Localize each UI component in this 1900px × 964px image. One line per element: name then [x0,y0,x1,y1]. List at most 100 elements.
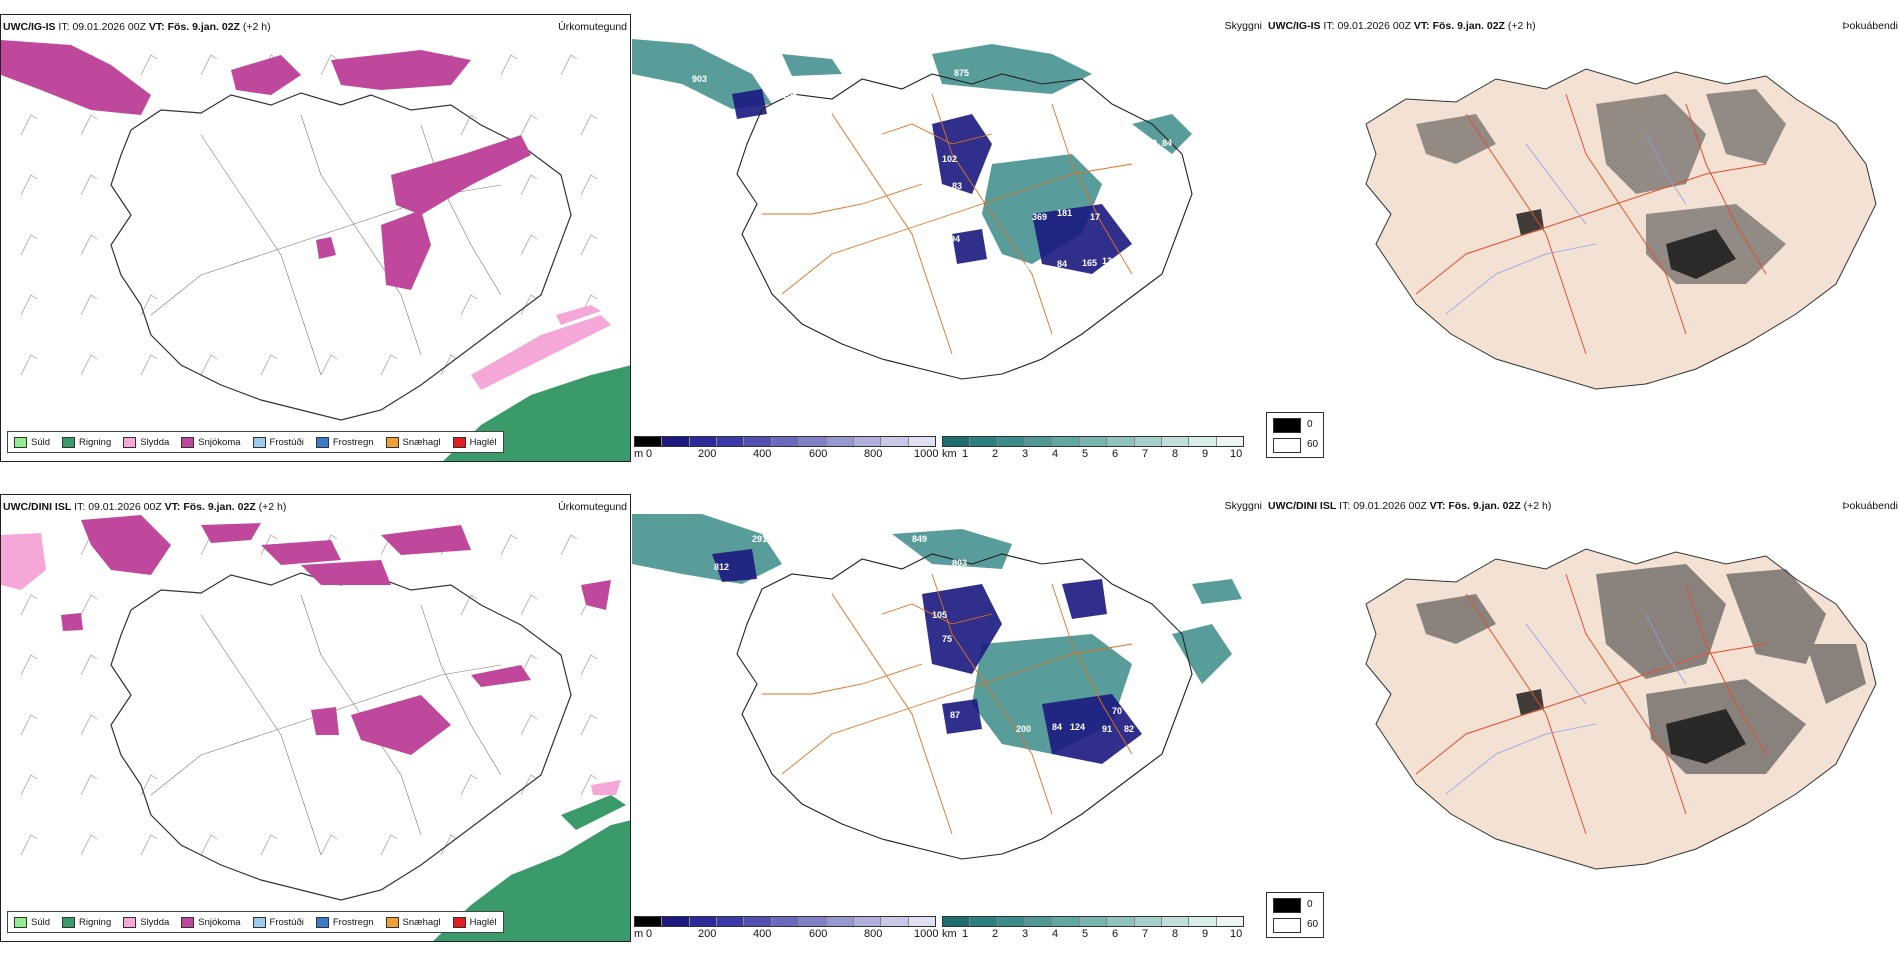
cbar-step [853,437,882,446]
cloud-label: 102 [942,154,957,164]
legend-item: Frostregn [315,916,374,928]
tick-label: 5 [1082,928,1089,940]
tick-label: 400 [753,448,772,460]
legend-label: Snæhagl [402,916,441,928]
cbar-step [1025,437,1053,446]
swatch [452,436,466,448]
cbar-step [908,437,935,446]
cbar-step [853,917,882,926]
tick-label: 200 [698,928,717,940]
cloud-label: 20 [1147,138,1157,148]
precip-map [1,515,630,941]
tick-label: 4 [1052,928,1059,940]
model-name: UWC/IG-IS [3,21,56,33]
legend-item: Snæhagl [385,916,441,928]
legend-label: Súld [31,916,51,928]
forecast-offset: (+2 h) [242,21,271,33]
legend-item: Slydda [123,916,169,928]
legend-label: Frostregn [332,916,374,928]
cbar-step [881,437,909,446]
swatch [123,916,137,928]
row-header: UWC/IG-IS IT: 09.01.2026 00Z VT: Fös. 9.… [1268,20,1536,32]
cbar-step [717,437,745,446]
legend-label: Frostúði [269,916,304,928]
cloud-label: 87 [960,192,970,202]
cloud-base-unit: m [634,928,644,940]
it-label: IT: [74,501,86,513]
fog-map [1365,548,1877,870]
legend-label: Snjókoma [198,436,241,448]
legend-item: Frostúði [252,916,304,928]
cbar-step [970,917,998,926]
cbar-step [1052,437,1080,446]
cloud-label: 841 [822,502,837,512]
swatch [62,436,76,448]
swatch [123,436,137,448]
cloud-label: 119 [1132,706,1147,716]
cbar-step [997,917,1026,926]
cloud-label: 209 [1022,570,1037,580]
vt-label: VT: [164,501,181,513]
fog-legend-label: 0 [1307,899,1313,910]
vt-value: Fös. 9.jan. 02Z [167,21,240,33]
precip-title: Úrkomutegund [558,501,627,513]
cbar-step [689,437,718,446]
cbar-step [1107,437,1135,446]
cbar-step [1107,917,1135,926]
cloud-label: 82 [1124,724,1134,734]
tick-label: 1000 [914,928,939,940]
cbar-step [635,437,663,446]
fog-index-panel: UWC/IG-IS IT: 09.01.2026 00Z VT: Fös. 9.… [1266,14,1900,462]
iceland-outline [736,73,1193,380]
cbar-step [1161,917,1190,926]
road-network [1415,573,1767,835]
cloud-title: Skyggni [1224,500,1262,512]
legend-item: Snjókoma [181,436,241,448]
cloud-base-areas [732,89,1132,274]
cbar-step [771,917,800,926]
it-value: 09.01.2026 00Z [72,21,146,33]
row-dini-isl: UWC/DINI ISL IT: 09.01.2026 00Z VT: Fös.… [0,494,1900,964]
it-label: IT: [1323,20,1335,32]
tick-label: 0 [646,928,653,940]
fog-legend-label: 0 [1307,419,1313,430]
cloud-label: 84 [1162,138,1172,148]
legend-label: Rigning [79,436,112,448]
swatch [14,916,27,928]
cloud-label: 164 [1020,262,1035,272]
tick-label: 200 [698,448,717,460]
tick-label: 8 [1172,448,1179,460]
cbar-step [1025,917,1053,926]
tick-label: 2 [992,448,999,460]
forecast-offset: (+2 h) [258,501,287,513]
row-header: UWC/DINI ISL IT: 09.01.2026 00Z VT: Fös.… [1268,500,1551,512]
road-network [1415,93,1767,355]
vt-label: VT: [148,21,165,33]
cloud-title: Skyggni [1224,20,1262,32]
precip-title: Úrkomutegund [558,21,627,33]
cloud-label: 803 [952,558,967,568]
fog-title: Þokuábendi [1842,500,1898,512]
rivers [1445,133,1687,315]
it-label: IT: [1339,500,1351,512]
cloud-label: 87 [950,710,960,720]
cloud-label: 91 [1102,724,1112,734]
cloud-label: 83 [952,181,962,191]
cloud-map: 903 105 965 875 102 83 87 20 84 369 181 … [632,39,1193,380]
tick-label: 10 [1230,448,1243,460]
cbar-step [1079,437,1108,446]
swatch [252,916,266,928]
cbar-step [1216,917,1243,926]
swatch [14,436,27,448]
cbar-step [744,917,772,926]
cloud-label: 369 [1032,212,1047,222]
cbar-step [1216,437,1243,446]
vt-value: Fös. 9.jan. 02Z [183,501,256,513]
cbar-step [1189,917,1217,926]
fog-swatch-dark [1273,898,1301,913]
rivers [1445,613,1687,795]
tick-label: 3 [1022,928,1029,940]
legend-item: Snæhagl [385,436,441,448]
it-value: 09.01.2026 00Z [1353,500,1427,512]
cloud-label: 94 [950,234,960,244]
